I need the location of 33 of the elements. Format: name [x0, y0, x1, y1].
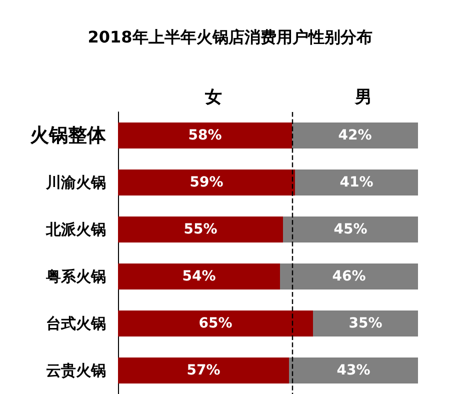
bar: [118, 264, 280, 290]
bar: [283, 216, 418, 242]
bar: [118, 122, 292, 148]
y-tick-label: 台式火锅: [46, 314, 106, 332]
chart-title: 2018年上半年火锅店消费用户性别分布: [88, 28, 372, 46]
series-label: 男: [354, 88, 372, 108]
y-tick-label: 火锅整体: [30, 124, 107, 146]
bar: [289, 358, 418, 384]
data-label: 57%: [186, 362, 220, 378]
bar: [280, 264, 418, 290]
data-label: 58%: [188, 128, 222, 144]
data-label: 46%: [332, 268, 366, 284]
bar: [313, 310, 418, 336]
data-label: 65%: [198, 316, 232, 332]
data-label: 35%: [348, 316, 382, 332]
data-label: 55%: [184, 222, 218, 238]
data-label: 45%: [334, 222, 368, 238]
series-label: 女: [204, 88, 222, 108]
y-tick-label: 北派火锅: [45, 220, 106, 238]
data-label: 59%: [190, 174, 224, 190]
bar: [118, 170, 295, 196]
bar: [118, 216, 283, 242]
data-label: 41%: [340, 174, 374, 190]
bar: [118, 358, 289, 384]
data-label: 43%: [336, 362, 370, 378]
bar: [295, 170, 418, 196]
y-tick-label: 川渝火锅: [45, 174, 106, 192]
y-tick-label: 云贵火锅: [46, 362, 106, 380]
y-tick-label: 粤系火锅: [45, 268, 106, 286]
bar: [118, 310, 313, 336]
data-label: 42%: [338, 128, 372, 144]
data-label: 54%: [182, 268, 216, 284]
bar: [292, 122, 418, 148]
